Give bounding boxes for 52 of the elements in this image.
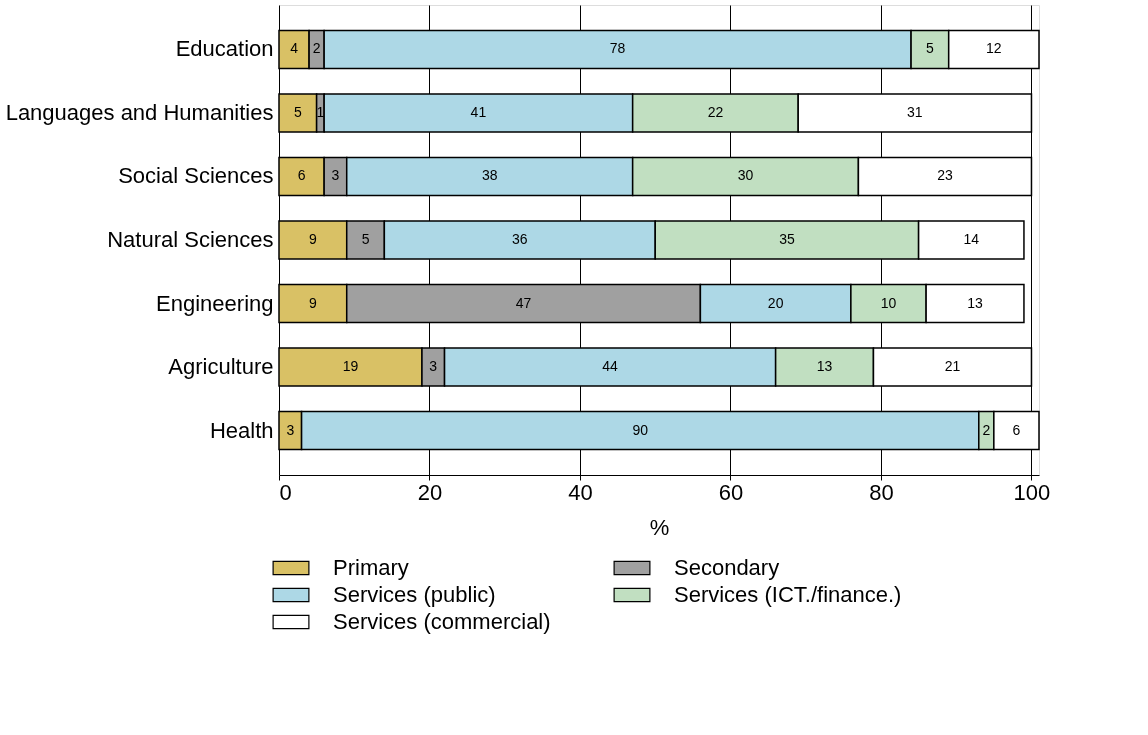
data-label: 3 <box>286 421 295 438</box>
legend-label: Secondary <box>674 555 780 580</box>
data-label: 12 <box>986 40 1002 57</box>
data-label: 3 <box>429 358 438 375</box>
data-label: 19 <box>342 358 359 375</box>
data-label: 38 <box>481 167 498 184</box>
data-label: 36 <box>512 231 528 247</box>
legend-label: Services (public) <box>333 582 496 607</box>
data-label: 90 <box>632 421 649 438</box>
data-label: 2 <box>982 421 991 438</box>
data-label: 4 <box>290 40 299 57</box>
data-label: 5 <box>361 231 370 247</box>
data-label: 44 <box>602 358 619 375</box>
x-tick-label: 100 <box>1013 479 1051 505</box>
y-tick-label: Agriculture <box>168 354 274 380</box>
data-label: 30 <box>737 167 754 184</box>
x-axis-title: % <box>649 514 670 540</box>
data-label: 2 <box>312 40 321 57</box>
data-label: 20 <box>767 294 784 311</box>
y-tick-label: Engineering <box>156 290 274 316</box>
x-tick-label: 60 <box>718 479 744 505</box>
data-label: 13 <box>816 358 833 375</box>
data-label: 6 <box>1012 421 1021 438</box>
data-label: 6 <box>297 167 306 184</box>
x-tick-label: 40 <box>568 479 593 505</box>
data-label: 9 <box>308 231 317 247</box>
data-label: 23 <box>937 167 953 184</box>
data-label: 35 <box>779 231 795 247</box>
x-tick-label: 80 <box>869 479 894 505</box>
data-label: 5 <box>293 103 302 120</box>
legend-label: Services (ICT./finance.) <box>674 582 902 607</box>
x-tick-label: 0 <box>279 479 292 505</box>
data-label: 9 <box>308 294 317 311</box>
data-label: 78 <box>609 40 626 57</box>
data-label: 31 <box>907 103 923 120</box>
y-tick-label: Education <box>175 36 274 62</box>
data-label: 5 <box>925 40 934 57</box>
data-label: 41 <box>470 103 487 120</box>
data-label: 22 <box>707 103 724 120</box>
y-tick-label: Social Sciences <box>118 163 274 189</box>
data-label: 14 <box>963 231 980 247</box>
y-tick-label: Natural Sciences <box>107 227 274 252</box>
data-label: 13 <box>967 294 984 311</box>
legend-label: Primary <box>333 555 409 580</box>
data-label: 21 <box>944 358 961 375</box>
data-label: 3 <box>331 167 340 184</box>
y-tick-label: Languages and Humanities <box>5 99 274 125</box>
data-label: 47 <box>515 294 532 311</box>
x-tick-label: 20 <box>417 479 443 505</box>
data-label: 10 <box>880 294 897 311</box>
y-tick-label: Health <box>209 417 274 443</box>
legend-label: Services (commercial) <box>333 609 551 634</box>
